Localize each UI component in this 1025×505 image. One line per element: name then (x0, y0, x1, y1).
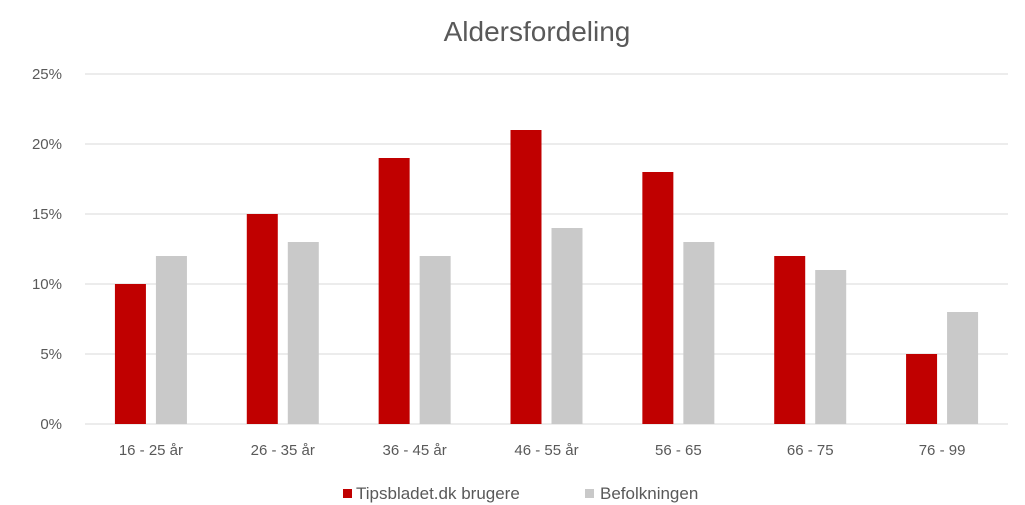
y-tick-label-25: 25% (32, 66, 62, 83)
bar-tipsbladet-5 (774, 256, 806, 424)
y-axis-labels: 0% 5% 10% 15% 20% 25% (32, 66, 62, 433)
bar-tipsbladet-3 (510, 130, 542, 424)
x-tick-label-0: 16 - 25 år (119, 442, 183, 459)
legend-swatch-befolkningen (585, 489, 594, 498)
bar-befolkningen-1 (287, 242, 319, 424)
bar-tipsbladet-2 (378, 158, 410, 424)
chart-title: Aldersfordeling (444, 16, 631, 47)
bar-tipsbladet-0 (114, 284, 146, 424)
bar-befolkningen-5 (815, 270, 847, 424)
bar-befolkningen-0 (155, 256, 187, 424)
legend-label-tipsbladet: Tipsbladet.dk brugere (356, 484, 520, 503)
x-axis-labels: 16 - 25 år 26 - 35 år 36 - 45 år 46 - 55 år… (119, 442, 966, 459)
x-tick-label-2: 36 - 45 år (383, 442, 447, 459)
y-tick-label-5: 5% (40, 346, 62, 363)
y-tick-label-10: 10% (32, 276, 62, 293)
y-tick-label-20: 20% (32, 136, 62, 153)
x-tick-label-6: 76 - 99 (919, 442, 966, 459)
bar-tipsbladet-4 (642, 172, 674, 424)
bar-befolkningen-2 (419, 256, 451, 424)
y-tick-label-15: 15% (32, 206, 62, 223)
x-tick-label-3: 46 - 55 år (514, 442, 578, 459)
bar-befolkningen-4 (683, 242, 715, 424)
y-tick-label-0: 0% (40, 416, 62, 433)
x-tick-label-5: 66 - 75 (787, 442, 834, 459)
gridlines (85, 73, 1008, 425)
bar-tipsbladet-1 (246, 214, 278, 424)
bar-befolkningen-3 (551, 228, 583, 424)
x-tick-label-1: 26 - 35 år (251, 442, 315, 459)
x-tick-label-4: 56 - 65 (655, 442, 702, 459)
bar-tipsbladet-6 (906, 354, 938, 424)
bar-befolkningen-6 (947, 312, 979, 424)
legend: Tipsbladet.dk brugere Befolkningen (343, 484, 698, 503)
legend-label-befolkningen: Befolkningen (600, 484, 698, 503)
legend-swatch-tipsbladet (343, 489, 352, 498)
bars (114, 130, 979, 424)
